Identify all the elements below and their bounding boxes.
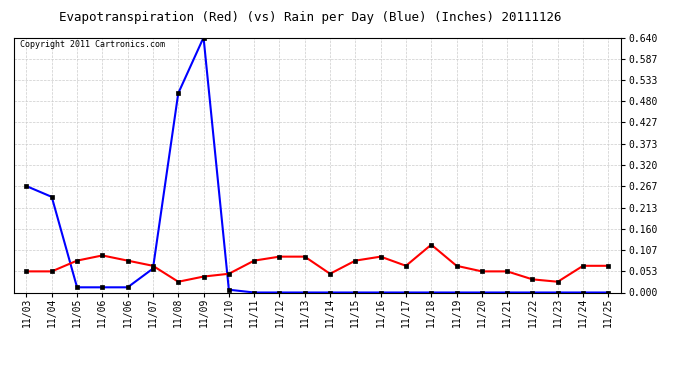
Text: Copyright 2011 Cartronics.com: Copyright 2011 Cartronics.com [20,40,165,49]
Text: Evapotranspiration (Red) (vs) Rain per Day (Blue) (Inches) 20111126: Evapotranspiration (Red) (vs) Rain per D… [59,11,562,24]
